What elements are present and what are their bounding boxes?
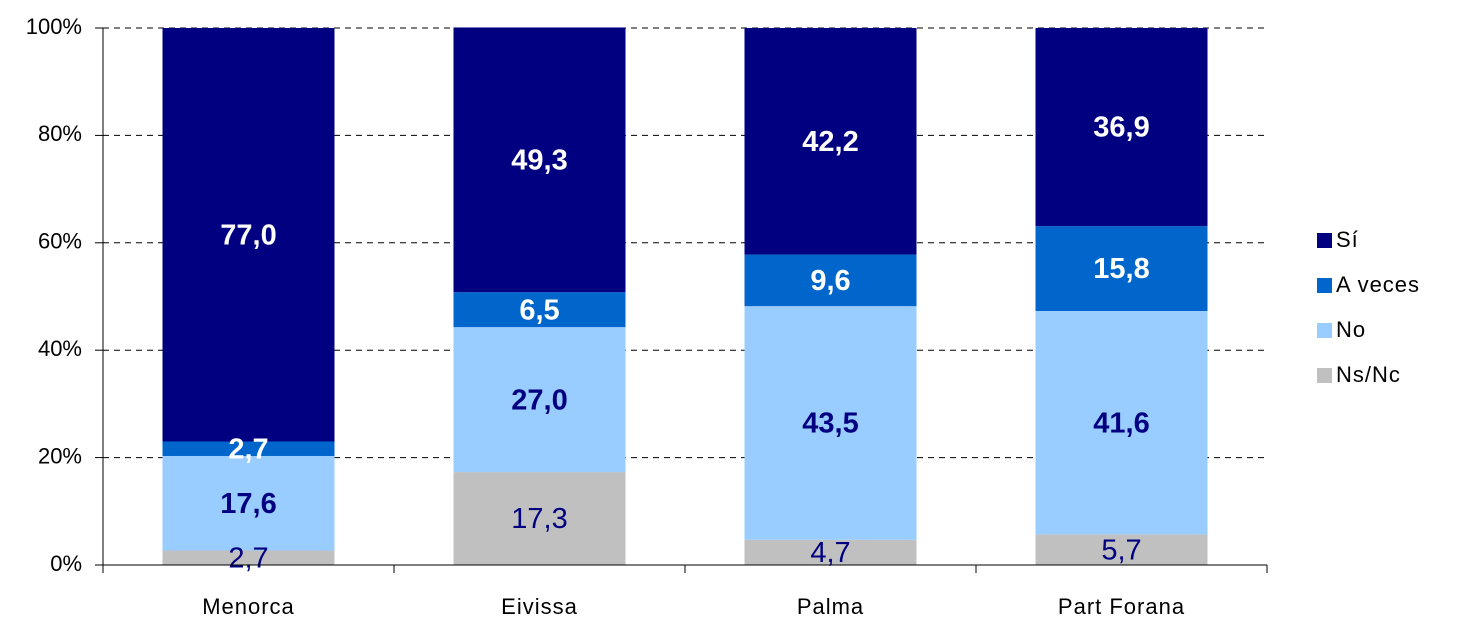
legend-swatch bbox=[1317, 368, 1332, 383]
bar-segment bbox=[162, 550, 335, 565]
data-label: 17,6 bbox=[220, 488, 276, 520]
y-tick-label: 0% bbox=[50, 551, 82, 576]
data-label: 2,7 bbox=[228, 433, 268, 465]
legend-label: No bbox=[1336, 317, 1366, 342]
data-label: 6,5 bbox=[519, 294, 559, 326]
y-tick-label: 20% bbox=[38, 443, 82, 468]
bar-segment bbox=[453, 472, 626, 565]
y-tick-label: 80% bbox=[38, 121, 82, 146]
x-tick-label: Eivissa bbox=[501, 594, 578, 619]
data-label: 15,8 bbox=[1093, 253, 1149, 285]
data-label: 77,0 bbox=[220, 219, 276, 251]
data-label: 36,9 bbox=[1093, 112, 1149, 144]
bar-segment bbox=[744, 539, 917, 565]
data-label: 5,7 bbox=[1101, 534, 1141, 566]
bar-segment bbox=[162, 28, 335, 442]
bar-segment bbox=[744, 254, 917, 307]
legend-swatch bbox=[1317, 278, 1332, 293]
y-tick-label: 100% bbox=[26, 14, 82, 39]
bar-segment bbox=[453, 292, 626, 328]
bar-segment bbox=[453, 327, 626, 473]
data-label: 42,2 bbox=[802, 126, 858, 158]
bar-segment bbox=[1035, 226, 1208, 311]
legend-swatch bbox=[1317, 323, 1332, 338]
data-label: 43,5 bbox=[802, 408, 858, 440]
data-label: 9,6 bbox=[810, 265, 850, 297]
bar-segment bbox=[1035, 310, 1208, 535]
data-label: 17,3 bbox=[511, 503, 567, 535]
data-label: 41,6 bbox=[1093, 407, 1149, 439]
x-tick-label: Menorca bbox=[202, 594, 295, 619]
data-label: 27,0 bbox=[511, 384, 567, 416]
legend-label: Ns/Nc bbox=[1336, 362, 1401, 387]
bar-segment bbox=[453, 27, 626, 293]
bar-segment bbox=[744, 306, 917, 540]
legend-label: Sí bbox=[1336, 227, 1359, 252]
x-tick-label: Palma bbox=[797, 594, 864, 619]
legend-label: A veces bbox=[1336, 272, 1420, 297]
x-tick-label: Part Forana bbox=[1058, 594, 1185, 619]
data-label: 49,3 bbox=[511, 144, 567, 176]
y-tick-label: 60% bbox=[38, 229, 82, 254]
bar-segment bbox=[1035, 28, 1208, 227]
data-label: 2,7 bbox=[228, 542, 268, 574]
bar-segment bbox=[1035, 534, 1208, 565]
data-label: 4,7 bbox=[810, 537, 850, 569]
bar-segment bbox=[162, 455, 335, 551]
legend-swatch bbox=[1317, 233, 1332, 248]
y-tick-label: 40% bbox=[38, 336, 82, 361]
bar-segment bbox=[744, 28, 917, 255]
bar-segment bbox=[162, 441, 335, 456]
